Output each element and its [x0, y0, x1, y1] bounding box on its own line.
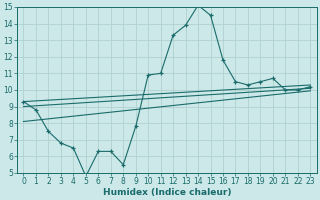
X-axis label: Humidex (Indice chaleur): Humidex (Indice chaleur) — [103, 188, 231, 197]
